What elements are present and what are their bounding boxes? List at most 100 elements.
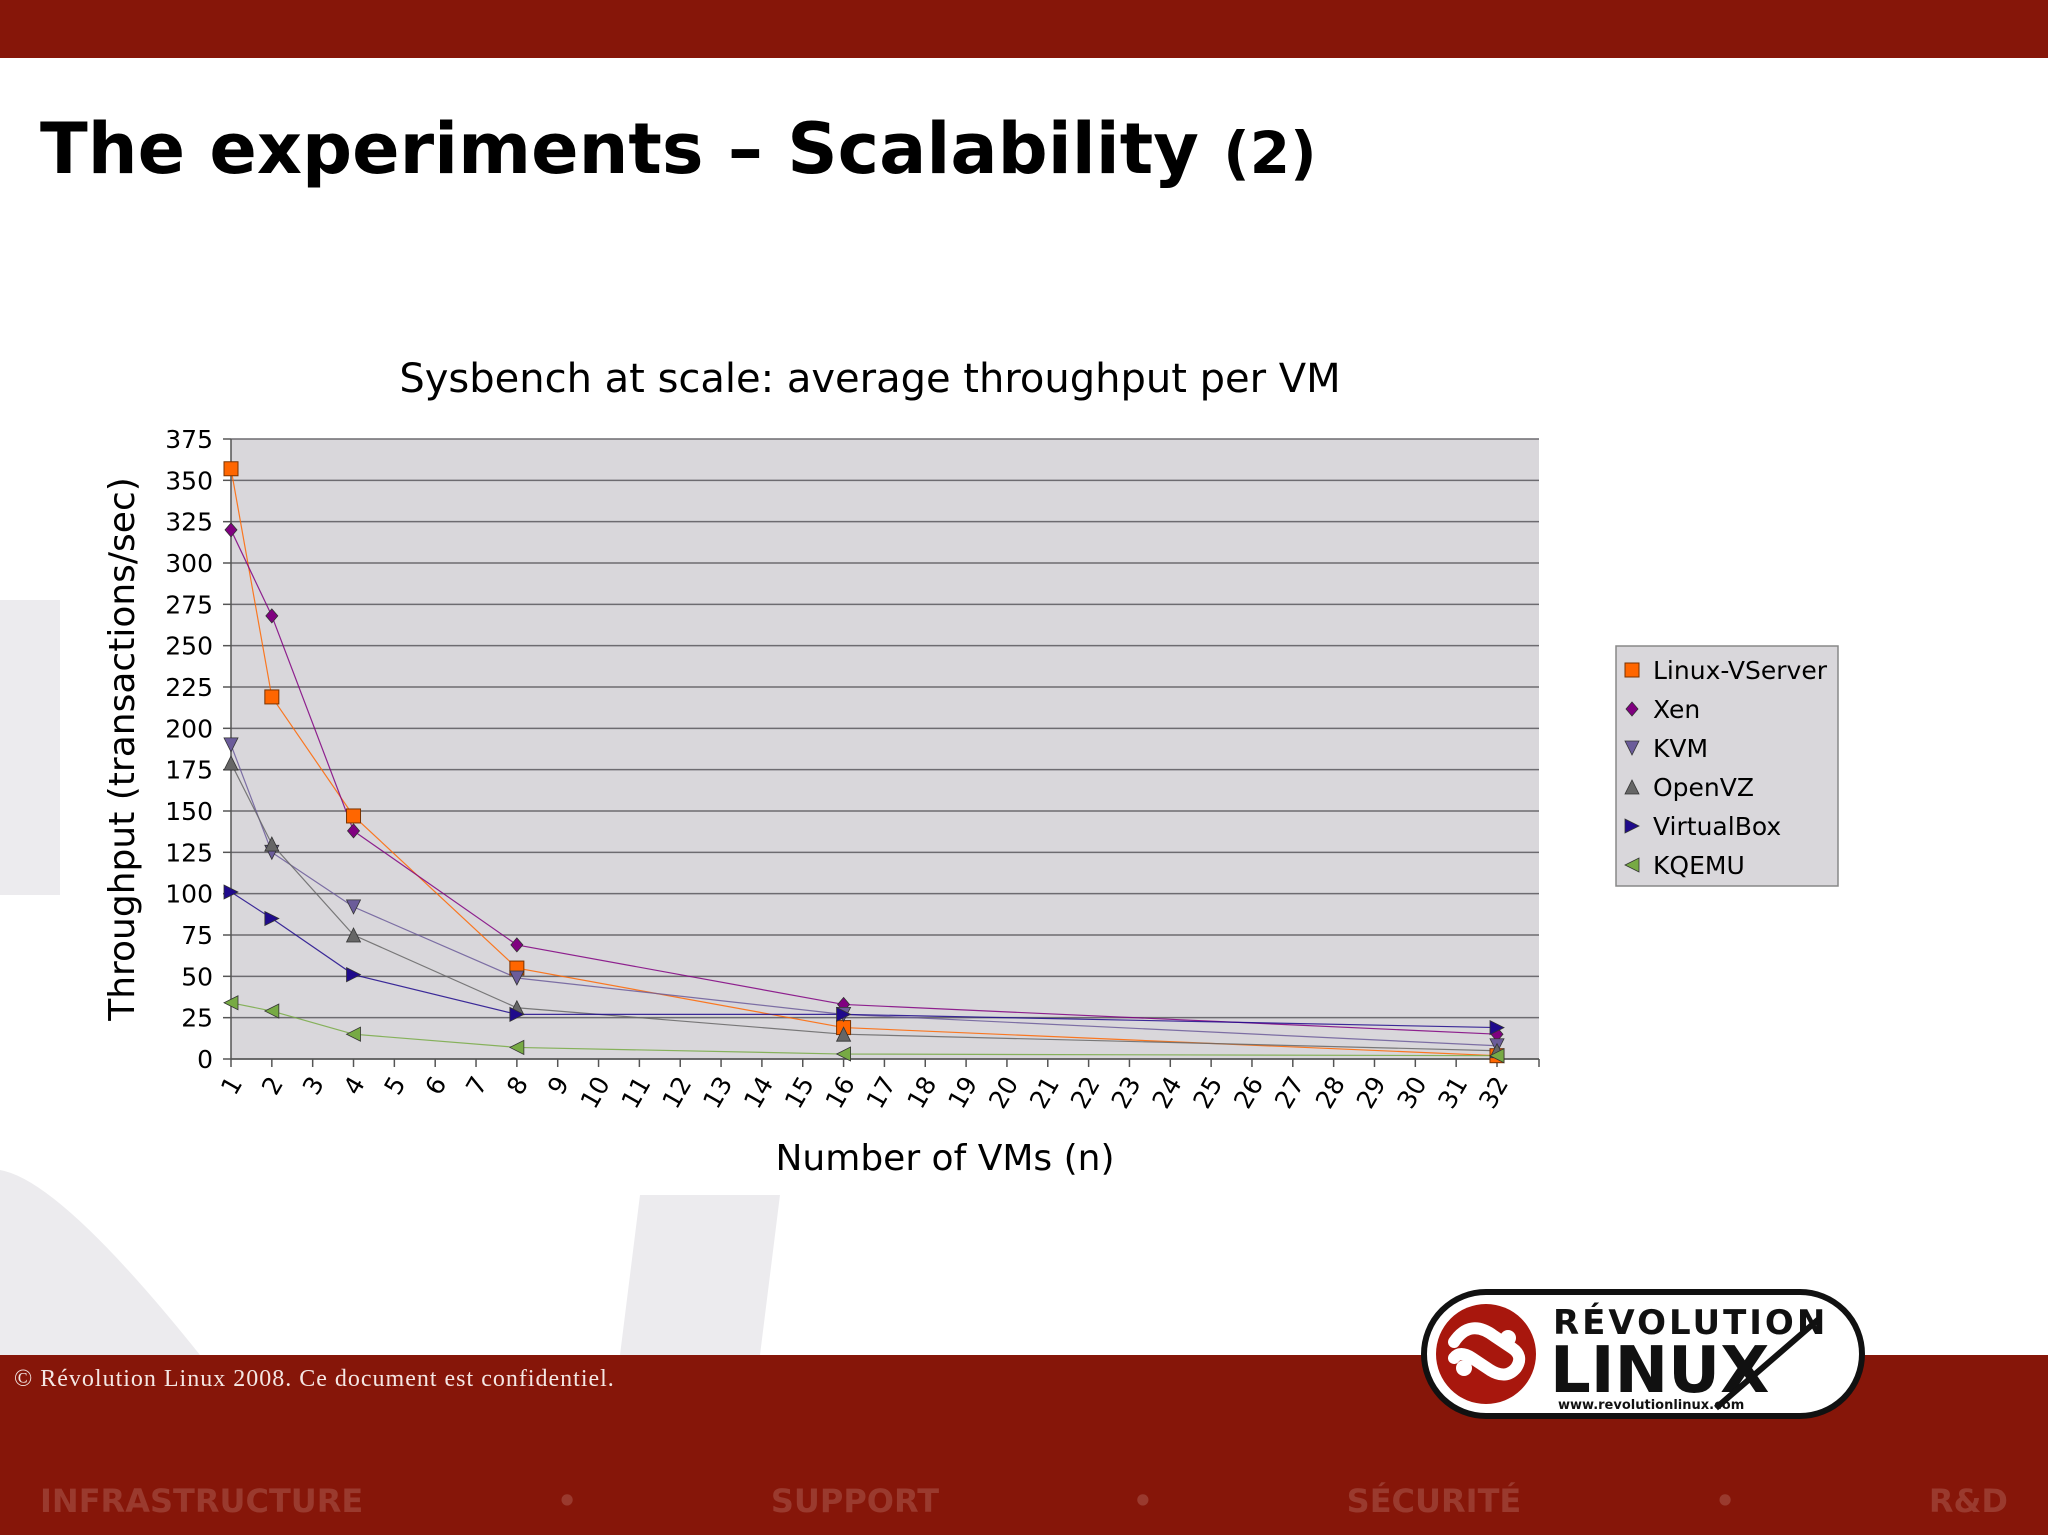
y-tick-label: 325: [165, 508, 213, 537]
x-tick-label: 4: [338, 1072, 371, 1100]
data-point: [1489, 1019, 1505, 1036]
x-tick-label: 10: [575, 1072, 616, 1114]
x-tick-label: 23: [1106, 1072, 1147, 1114]
data-point: [510, 937, 524, 953]
y-tick-label: 225: [165, 673, 213, 702]
x-tick-label: 5: [378, 1072, 411, 1100]
legend-label: KVM: [1653, 734, 1708, 763]
y-tick-label: 200: [165, 714, 213, 743]
title-main: The experiments – Scalability: [40, 108, 1199, 190]
data-point: [264, 689, 280, 705]
title-suffix: (2): [1223, 119, 1317, 187]
y-tick-label: 300: [165, 549, 213, 578]
y-tick-label: 350: [165, 466, 213, 495]
tagline-item: SUPPORT: [770, 1482, 940, 1520]
x-tick-labels: 1 2 3 4 5 6 7 8 9 10 11 12 13 14 15 16 17 18 19 20 21 22 23 24 2…: [215, 1059, 1540, 1114]
data-point: [345, 927, 362, 943]
x-tick-label: 2: [256, 1072, 289, 1100]
chart-title: Sysbench at scale: average throughput pe…: [399, 356, 1340, 402]
data-point: [836, 1006, 852, 1023]
x-tick-label: 6: [419, 1072, 452, 1100]
data-point: [345, 899, 362, 915]
footer-tagline: INFRASTRUCTURE • SUPPORT • SÉCURITÉ • R&…: [0, 1482, 2048, 1526]
legend-label: Xen: [1653, 695, 1700, 724]
legend: Linux-VServer Xen KVM OpenVZ VirtualBox KQEMU: [1615, 645, 1839, 887]
data-point: [223, 995, 239, 1011]
x-tick-label: 22: [1065, 1072, 1106, 1114]
slide-title: The experiments – Scalability (2): [40, 108, 1317, 190]
data-point: [346, 808, 362, 824]
data-point: [264, 836, 280, 852]
series-line: [230, 744, 1498, 1047]
series-markers: [223, 461, 1505, 1064]
x-tick-label: 27: [1269, 1072, 1310, 1114]
x-tick-label: 13: [697, 1072, 738, 1114]
y-tick-label: 250: [165, 632, 213, 661]
data-point: [1489, 1048, 1505, 1064]
tagline-item: SÉCURITÉ: [1346, 1482, 1522, 1520]
y-tick-label: 150: [165, 797, 213, 826]
y-tick-label: 25: [181, 1004, 213, 1033]
data-point: [224, 522, 238, 538]
data-point: [223, 884, 239, 900]
tagline-item: INFRASTRUCTURE: [40, 1482, 364, 1520]
y-tick-label: 275: [165, 590, 213, 619]
x-tick-label: 29: [1351, 1072, 1392, 1114]
data-point: [835, 1046, 851, 1062]
logo-url: www.revolutionlinux.com: [1558, 1398, 1744, 1413]
copyright-notice: © Révolution Linux 2008. Ce document est…: [14, 1366, 615, 1392]
x-tick-label: 14: [738, 1072, 779, 1114]
legend-label: OpenVZ: [1653, 773, 1754, 802]
x-tick-label: 18: [901, 1072, 942, 1114]
legend-marker: [1624, 857, 1640, 873]
y-tick-label: 0: [197, 1045, 213, 1074]
data-point: [346, 967, 362, 983]
legend-box: [1615, 645, 1839, 887]
x-tick-label: 8: [501, 1072, 534, 1100]
x-tick-label: 31: [1432, 1072, 1473, 1114]
data-point: [345, 1026, 361, 1042]
legend-marker: [1625, 701, 1639, 717]
legend-marker: [1624, 740, 1640, 756]
revolution-linux-logo: RÉVOLUTION LINUX www.revolutionlinux.com: [1421, 1289, 1865, 1419]
x-tick-label: 7: [460, 1072, 493, 1100]
data-point: [223, 461, 239, 477]
tagline-separator: •: [1132, 1482, 1154, 1520]
x-tick-label: 21: [1024, 1072, 1065, 1114]
legend-marker: [1624, 779, 1640, 795]
x-tick-label: 12: [656, 1072, 697, 1114]
top-banner: [0, 0, 2048, 58]
data-point: [223, 755, 239, 771]
logo-word-revolution: RÉVOLUTION: [1553, 1302, 1828, 1343]
data-point: [264, 910, 280, 927]
x-axis-label: Number of VMs (n): [776, 1138, 1115, 1179]
x-tick-label: 19: [942, 1072, 983, 1114]
y-tick-label: 175: [165, 756, 213, 785]
data-point: [346, 823, 361, 839]
x-tick-label: 26: [1228, 1072, 1269, 1114]
legend-label: VirtualBox: [1653, 812, 1781, 841]
y-tick-label: 50: [181, 962, 213, 991]
y-tick-label: 375: [165, 425, 213, 454]
data-point: [263, 1003, 280, 1019]
x-tick-label: 11: [616, 1072, 657, 1114]
data-point: [509, 1006, 525, 1023]
tagline-item: R&D: [1928, 1482, 2008, 1520]
y-axis-label: Throughput (transactions/sec): [102, 477, 143, 1022]
series-lines: [230, 468, 1498, 1057]
tagline-separator: •: [1714, 1482, 1736, 1520]
x-tick-label: 20: [983, 1072, 1024, 1114]
y-tick-label: 100: [165, 880, 213, 909]
x-tick-label: 25: [1187, 1072, 1228, 1114]
legend-label: Linux-VServer: [1653, 656, 1828, 685]
x-tick-label: 32: [1473, 1072, 1514, 1114]
plot-area: [231, 439, 1539, 1059]
series-line: [230, 468, 1498, 1057]
series-line: [230, 529, 1498, 1035]
x-tick-label: 9: [542, 1072, 575, 1100]
y-tick-label: 75: [181, 921, 213, 950]
data-point: [508, 1039, 525, 1056]
series-line: [230, 762, 1498, 1052]
